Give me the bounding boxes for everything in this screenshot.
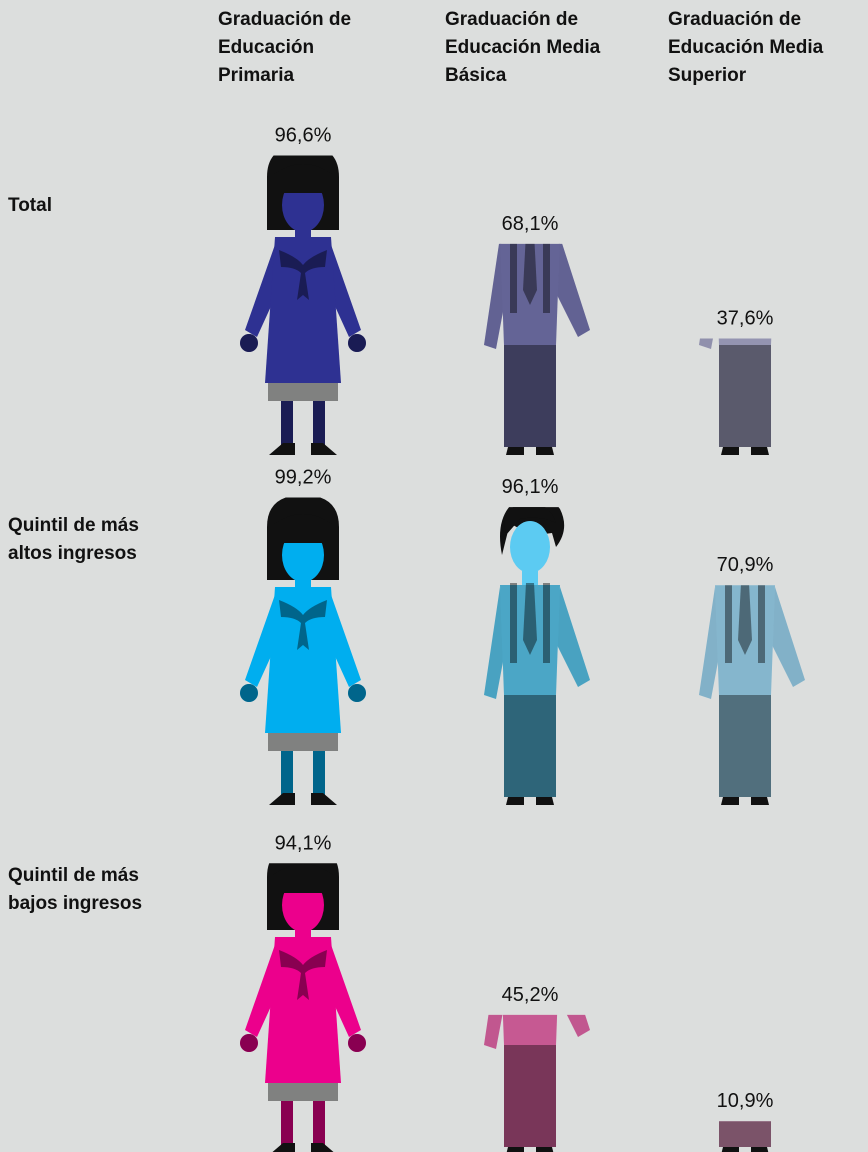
value-label: 96,1%	[502, 476, 559, 498]
arms-shade	[699, 237, 805, 349]
shoes	[721, 447, 769, 455]
shoes	[721, 1147, 769, 1152]
hand-shade	[348, 1034, 366, 1052]
skirt	[268, 733, 338, 751]
value-label: 45,2%	[502, 984, 559, 1006]
hair	[500, 145, 564, 205]
neck	[522, 921, 538, 935]
tie	[738, 233, 752, 305]
pants-shade	[719, 345, 771, 447]
face	[725, 171, 765, 223]
strap	[725, 583, 732, 663]
neck	[737, 221, 753, 235]
value-label: 99,2%	[275, 466, 332, 488]
figure	[484, 495, 590, 805]
arms	[699, 937, 805, 1049]
hand-shade	[240, 334, 258, 352]
leg-shade	[281, 751, 293, 797]
face	[510, 871, 550, 923]
skirt	[268, 383, 338, 401]
hair-top	[505, 152, 556, 185]
value-label: 37,6%	[717, 307, 774, 329]
shoes	[269, 443, 337, 455]
value-label: 96,6%	[275, 125, 332, 147]
dress	[265, 937, 341, 1083]
hair-top	[720, 502, 771, 535]
shoes	[269, 1143, 337, 1152]
hand-shade	[240, 1034, 258, 1052]
tie	[523, 233, 537, 305]
figure	[240, 845, 366, 1152]
pants-shade	[504, 345, 556, 447]
hair-top	[720, 852, 771, 885]
shoes	[506, 447, 554, 455]
value-label: 10,9%	[717, 1090, 774, 1112]
leg-shade	[313, 1101, 325, 1147]
figure	[699, 145, 805, 455]
figure	[484, 145, 590, 455]
pants-shade	[719, 695, 771, 797]
skirt	[268, 1083, 338, 1101]
value-label: 68,1%	[502, 213, 559, 235]
dress	[265, 587, 341, 733]
dress	[265, 237, 341, 383]
arms	[699, 237, 805, 349]
strap	[725, 233, 732, 313]
value-label: 94,1%	[275, 832, 332, 854]
pictogram: 96,6% 68,1% 37,6% 99,2% 96,1% 70,9% 94,1% 45,2%…	[0, 0, 868, 1152]
strap	[543, 233, 550, 313]
hair-top	[720, 152, 771, 185]
strap	[758, 933, 765, 1013]
shoes	[506, 797, 554, 805]
pants-shade	[504, 695, 556, 797]
hair	[715, 845, 779, 905]
pants-shade	[504, 1045, 556, 1147]
strap	[758, 233, 765, 313]
neck	[522, 571, 538, 585]
leg-shade	[281, 401, 293, 447]
strap	[510, 583, 517, 663]
tie	[738, 933, 752, 1005]
figure	[240, 145, 366, 455]
strap	[758, 583, 765, 663]
hair	[715, 145, 779, 205]
strap	[510, 233, 517, 313]
figure	[699, 495, 805, 805]
hand-shade	[348, 334, 366, 352]
shoes	[721, 797, 769, 805]
leg-shade	[313, 751, 325, 797]
figure	[240, 495, 366, 805]
shirt-shade	[715, 935, 775, 1045]
hair	[715, 495, 779, 555]
neck	[737, 921, 753, 935]
hair-top	[505, 852, 556, 885]
hand-shade	[240, 684, 258, 702]
strap	[725, 933, 732, 1013]
leg-shade	[281, 1101, 293, 1147]
arms-shade	[699, 937, 805, 1049]
shoes	[269, 793, 337, 805]
shirt	[715, 935, 775, 1045]
leg-shade	[313, 401, 325, 447]
page: Graduación de Educación Primaria Graduac…	[0, 0, 868, 1152]
shoes	[506, 1147, 554, 1152]
hand-shade	[348, 684, 366, 702]
value-label: 70,9%	[717, 554, 774, 576]
face	[510, 521, 550, 573]
hair	[500, 845, 564, 905]
strap	[543, 583, 550, 663]
face	[725, 871, 765, 923]
